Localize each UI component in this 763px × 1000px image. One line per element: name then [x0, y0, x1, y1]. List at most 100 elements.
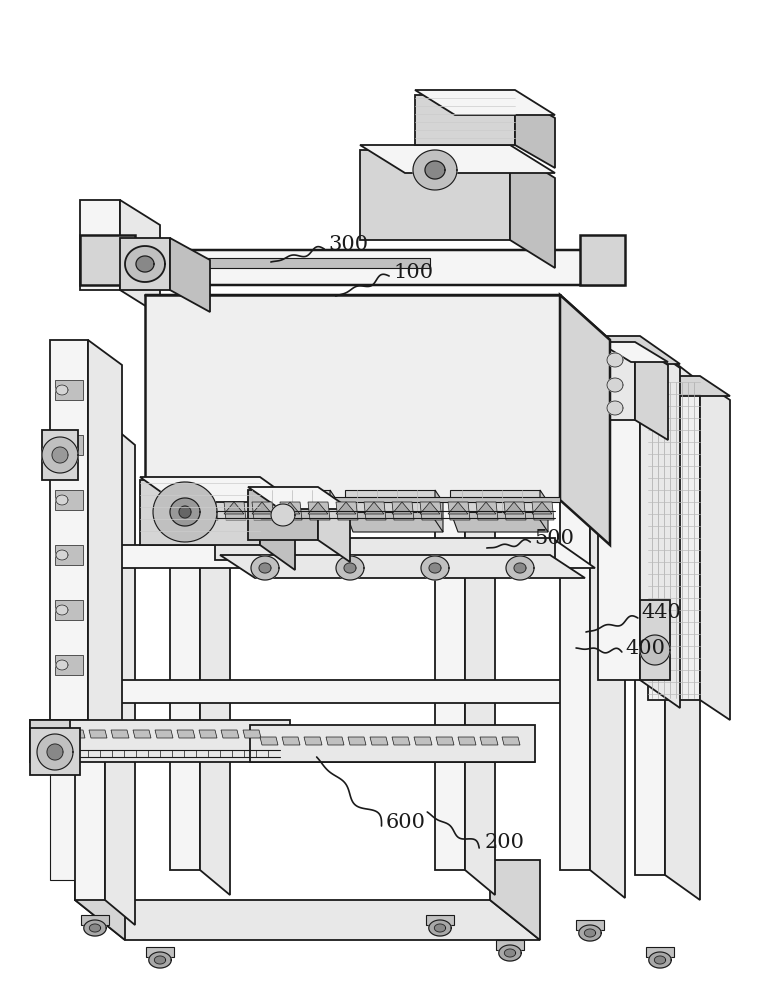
Polygon shape — [635, 355, 665, 875]
Polygon shape — [414, 737, 432, 745]
Polygon shape — [30, 720, 290, 762]
Polygon shape — [75, 420, 105, 900]
Text: 200: 200 — [485, 834, 524, 852]
Polygon shape — [120, 238, 170, 290]
Polygon shape — [56, 550, 68, 560]
Polygon shape — [370, 737, 388, 745]
Polygon shape — [649, 952, 671, 968]
Polygon shape — [700, 380, 730, 720]
Polygon shape — [532, 502, 552, 514]
Polygon shape — [133, 730, 151, 738]
Polygon shape — [364, 502, 384, 514]
Polygon shape — [136, 256, 154, 272]
Polygon shape — [344, 563, 356, 573]
Polygon shape — [250, 735, 535, 762]
Polygon shape — [252, 502, 272, 514]
Polygon shape — [510, 150, 555, 268]
Polygon shape — [251, 556, 279, 580]
Polygon shape — [80, 680, 600, 703]
Polygon shape — [392, 502, 412, 514]
Polygon shape — [55, 490, 83, 510]
Polygon shape — [304, 737, 322, 745]
Polygon shape — [413, 150, 457, 190]
Polygon shape — [260, 480, 295, 570]
Polygon shape — [282, 737, 300, 745]
Polygon shape — [540, 490, 548, 532]
Polygon shape — [425, 161, 445, 179]
Polygon shape — [280, 502, 302, 520]
Polygon shape — [170, 450, 200, 870]
Polygon shape — [248, 490, 318, 540]
Polygon shape — [140, 480, 260, 545]
Polygon shape — [105, 420, 135, 925]
Polygon shape — [89, 924, 101, 932]
Text: 500: 500 — [534, 528, 574, 548]
Polygon shape — [243, 730, 261, 738]
Polygon shape — [360, 150, 510, 240]
Polygon shape — [580, 235, 625, 285]
Polygon shape — [145, 295, 610, 340]
Polygon shape — [640, 340, 680, 708]
Polygon shape — [252, 502, 274, 520]
Polygon shape — [56, 605, 68, 615]
Text: 100: 100 — [393, 262, 433, 282]
Polygon shape — [336, 556, 364, 580]
Polygon shape — [435, 455, 465, 870]
Polygon shape — [80, 250, 625, 285]
Polygon shape — [42, 437, 78, 473]
Polygon shape — [149, 952, 171, 968]
Polygon shape — [56, 660, 68, 670]
Polygon shape — [646, 947, 674, 957]
Polygon shape — [280, 502, 300, 514]
Polygon shape — [170, 238, 210, 312]
Polygon shape — [55, 435, 83, 455]
Polygon shape — [55, 655, 83, 675]
Polygon shape — [89, 730, 107, 738]
Polygon shape — [221, 730, 239, 738]
Polygon shape — [504, 502, 526, 520]
Polygon shape — [196, 502, 218, 520]
Polygon shape — [448, 502, 470, 520]
Polygon shape — [415, 95, 515, 145]
Polygon shape — [532, 502, 554, 520]
Polygon shape — [308, 502, 330, 520]
Polygon shape — [45, 730, 63, 738]
Polygon shape — [514, 563, 526, 573]
Polygon shape — [81, 915, 109, 925]
Polygon shape — [345, 490, 435, 512]
Polygon shape — [504, 949, 516, 957]
Polygon shape — [318, 490, 350, 562]
Polygon shape — [364, 502, 386, 520]
Polygon shape — [448, 502, 468, 514]
Polygon shape — [80, 200, 120, 290]
Polygon shape — [598, 345, 635, 420]
Polygon shape — [576, 920, 604, 930]
Polygon shape — [179, 506, 191, 518]
Polygon shape — [84, 920, 106, 936]
Polygon shape — [326, 737, 344, 745]
Polygon shape — [506, 556, 534, 580]
Polygon shape — [177, 730, 195, 738]
Polygon shape — [429, 563, 441, 573]
Polygon shape — [392, 737, 410, 745]
Polygon shape — [88, 340, 122, 745]
Polygon shape — [421, 556, 449, 580]
Polygon shape — [215, 538, 555, 560]
Polygon shape — [50, 430, 80, 880]
Polygon shape — [502, 737, 520, 745]
Polygon shape — [240, 510, 338, 532]
Polygon shape — [598, 336, 680, 364]
Polygon shape — [30, 720, 70, 762]
Polygon shape — [30, 728, 80, 775]
Polygon shape — [75, 860, 125, 940]
Polygon shape — [50, 340, 88, 720]
Polygon shape — [434, 924, 446, 932]
Polygon shape — [215, 540, 595, 568]
Polygon shape — [52, 447, 68, 463]
Polygon shape — [271, 504, 295, 526]
Polygon shape — [42, 430, 78, 480]
Polygon shape — [37, 734, 73, 770]
Polygon shape — [458, 737, 476, 745]
Polygon shape — [140, 477, 295, 502]
Polygon shape — [590, 370, 625, 898]
